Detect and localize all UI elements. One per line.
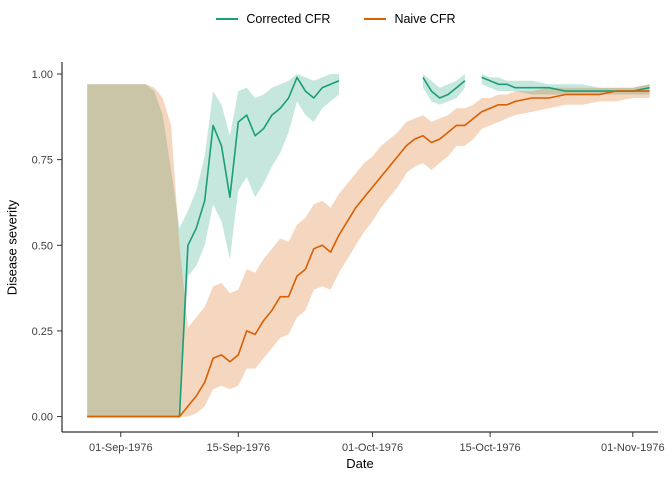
corrected-cfr-ribbon-group [87, 74, 650, 417]
naive-cfr-line-swatch [364, 18, 387, 20]
naive-cfr-line-group [87, 90, 650, 418]
y-tick-label: 0.25 [32, 326, 53, 338]
x-tick-label: 01-Nov-1976 [601, 442, 665, 454]
confidence-ribbon [87, 74, 339, 417]
y-tick-label: 0.75 [32, 155, 53, 167]
x-tick-label: 01-Oct-1976 [342, 442, 403, 454]
legend-item-naive-cfr: Naive CFR [364, 12, 456, 26]
y-tick-label: 0.50 [32, 240, 53, 252]
y-tick-label: 0.00 [32, 412, 53, 424]
x-tick-label: 15-Oct-1976 [460, 442, 521, 454]
x-tick-label: 15-Sep-1976 [206, 442, 270, 454]
series-line [422, 76, 466, 99]
y-axis-title: Disease severity [4, 199, 20, 296]
confidence-ribbon [481, 74, 650, 95]
legend-label-naive-cfr: Naive CFR [394, 12, 456, 26]
y-tick-label: 1.00 [32, 69, 53, 81]
legend-item-corrected-cfr: Corrected CFR [216, 12, 330, 26]
x-tick-label: 01-Sep-1976 [89, 442, 153, 454]
naive-cfr-ribbon-group [87, 84, 650, 417]
legend-label-corrected-cfr: Corrected CFR [246, 12, 331, 26]
series-line [87, 90, 650, 418]
confidence-ribbon [423, 74, 465, 105]
chart-legend: Corrected CFR Naive CFR [0, 12, 672, 26]
corrected-cfr-line-swatch [216, 18, 239, 20]
x-axis-title: Date [346, 456, 374, 471]
confidence-ribbon [87, 84, 650, 417]
